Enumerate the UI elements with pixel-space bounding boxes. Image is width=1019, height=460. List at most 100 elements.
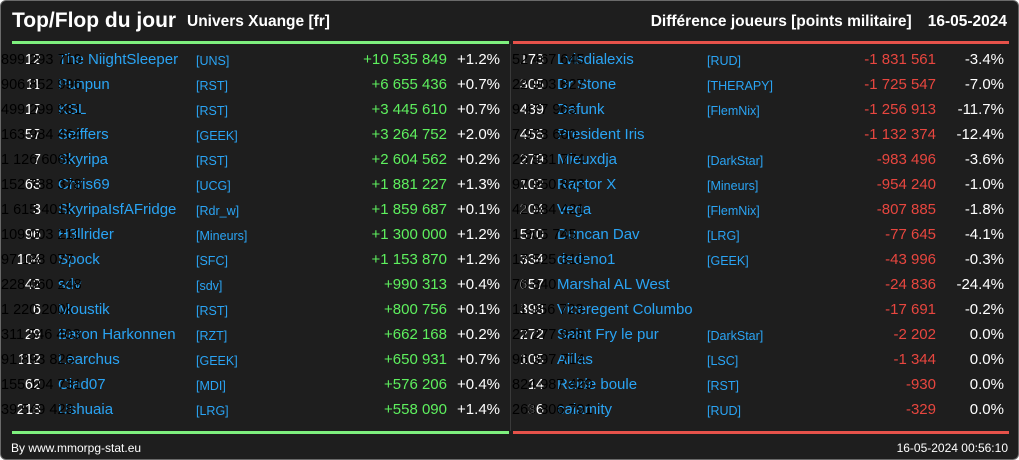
player-row: 7 Skyripa [RST] 1 126 606k +2 604 562 +0.2% [1, 149, 510, 174]
alliance-tag-link[interactable]: [RST] [196, 154, 228, 168]
percent-change: -1.8% [964, 201, 1004, 218]
player-name-link[interactable]: Seiffers [58, 126, 109, 143]
player-points: 91 893 826 [1, 352, 74, 368]
alliance-tag-link[interactable]: [LRG] [196, 404, 229, 418]
alliance-tag-link[interactable]: [LSC] [707, 354, 739, 368]
player-name-link[interactable]: Punpun [58, 76, 110, 93]
player-name-link[interactable]: Skyripa [58, 151, 109, 168]
player-rank: 7 [32, 152, 41, 168]
player-name-link[interactable]: Saint Fry le pur [557, 326, 659, 343]
alliance-tag-link[interactable]: [RUD] [707, 54, 742, 68]
points-difference: +1 881 227 [371, 176, 448, 193]
player-row: 57 Seiffers [GEEK] 163 984 464 +3 264 752 +2.… [1, 124, 510, 149]
player-name-link[interactable]: Learchus [58, 351, 120, 368]
percent-change: +0.7% [457, 76, 500, 93]
points-difference: -24 836 [885, 276, 936, 293]
alliance-tag-link[interactable]: [UNS] [196, 54, 230, 68]
player-name-link[interactable]: Spock [58, 251, 100, 268]
player-rank: 11 [25, 77, 41, 93]
player-name-link[interactable]: President Iris [557, 126, 645, 143]
bottom-divider-green [12, 431, 509, 434]
player-row: 102 Raptor X [Mineurs] 97 950 873 -954 240 -1… [512, 174, 1018, 199]
player-rank: 439 [519, 102, 544, 118]
player-name-link[interactable]: Dr Stone [557, 76, 617, 93]
alliance-tag-link[interactable]: [LRG] [707, 229, 740, 243]
player-points: 17 525 310 [512, 252, 585, 268]
player-rank: 57 [24, 127, 41, 143]
player-name-link[interactable]: Aillas [557, 351, 593, 368]
player-points: 1 615 401k [1, 202, 73, 218]
player-name-link[interactable]: Raide boule [557, 376, 638, 393]
player-points: 7 978 660 [512, 127, 577, 143]
player-name-link[interactable]: The NiightSleeper [58, 51, 179, 68]
points-difference: +1 859 687 [371, 201, 448, 218]
alliance-tag-link[interactable]: [MDI] [196, 379, 226, 393]
alliance-tag-link[interactable]: [Mineurs] [707, 179, 759, 193]
player-name-link[interactable]: calamity [557, 401, 613, 418]
points-difference: +650 931 [384, 351, 447, 368]
player-row: 204 Vega [FlemNix] 42 984 421 -807 885 -1.8% [512, 199, 1018, 224]
points-difference: -1 256 913 [864, 101, 936, 118]
player-row: 570 Duncan Dav [LRG] 1 805 745 -77 645 -4.1% [512, 224, 1018, 249]
alliance-tag-link[interactable]: [GEEK] [196, 129, 238, 143]
percent-change: -3.6% [964, 151, 1004, 168]
player-name-link[interactable]: H3llrider [58, 226, 114, 243]
alliance-tag-link[interactable]: [RST] [196, 104, 228, 118]
player-points: 824 987 429 [512, 377, 593, 393]
alliance-tag-link[interactable]: [SFC] [196, 254, 228, 268]
alliance-tag-link[interactable]: [DarkStar] [707, 154, 764, 168]
player-name-link[interactable]: SkyripaIsfAFridge [58, 201, 177, 218]
alliance-tag-link[interactable]: [Mineurs] [196, 229, 248, 243]
alliance-tag-link[interactable]: [RZT] [196, 329, 228, 343]
alliance-tag-link[interactable]: [RUD] [707, 404, 742, 418]
alliance-tag-link[interactable]: [RST] [707, 379, 739, 393]
player-name-link[interactable]: Clad07 [58, 376, 106, 393]
player-row: 398 Viceregent Columbo 11 956 723 -17 691 -0… [512, 299, 1018, 324]
player-name-link[interactable]: KSL [58, 101, 87, 118]
player-points: 97 950 873 [512, 177, 585, 193]
player-points: 1 805 745 [512, 227, 577, 243]
alliance-tag-link[interactable]: [UCG] [196, 179, 231, 193]
top-losers-list: 173 Lvisdialexis [RUD] 52 467 645 -1 831 561… [512, 49, 1018, 424]
percent-change: -24.4% [956, 276, 1004, 293]
player-name-link[interactable]: Raptor X [557, 176, 617, 193]
header-date: 16-05-2024 [927, 13, 1007, 30]
player-row: 105 Aillas [LSC] 96 397 714 -1 344 0.0% [512, 349, 1018, 374]
alliance-tag-link[interactable]: [FlemNix] [707, 204, 760, 218]
universe-subtitle: Univers Xuange [fr] [187, 13, 330, 30]
percent-change: -12.4% [956, 126, 1004, 143]
alliance-tag-link[interactable]: [GEEK] [707, 254, 749, 268]
percent-change: 0.0% [969, 326, 1004, 343]
player-name-link[interactable]: Moustik [58, 301, 110, 318]
player-rank: 62 [24, 377, 41, 393]
player-name-link[interactable]: Viceregent Columbo [557, 301, 693, 318]
player-rank: 17 [24, 102, 41, 118]
player-rank: 104 [16, 252, 41, 268]
player-row: 14 Raide boule [RST] 824 987 429 -930 0.0% [512, 374, 1018, 399]
alliance-tag-link[interactable]: [FlemNix] [707, 104, 760, 118]
player-name-link[interactable]: Chris69 [58, 176, 110, 193]
player-name-link[interactable]: Mieuxdja [557, 151, 618, 168]
alliance-tag-link[interactable]: [GEEK] [196, 354, 238, 368]
alliance-tag-link[interactable]: [DarkStar] [707, 329, 764, 343]
player-points: 899 293 719 [1, 52, 82, 68]
player-name-link[interactable]: Baron Harkonnen [58, 326, 176, 343]
alliance-tag-link[interactable]: [Rdr_w] [196, 204, 240, 218]
player-name-link[interactable]: dedeno1 [557, 251, 616, 268]
alliance-tag-link[interactable]: [THERAPY] [707, 79, 773, 93]
alliance-tag-link[interactable]: [RST] [196, 304, 228, 318]
player-row: 6 Moustik [RST] 1 220 200k +800 756 +0.1% [1, 299, 510, 324]
player-name-link[interactable]: Lvisdialexis [557, 51, 634, 68]
player-name-link[interactable]: Duncan Dav [557, 226, 640, 243]
player-rank: 112 [17, 352, 41, 368]
percent-change: +0.7% [457, 101, 500, 118]
player-name-link[interactable]: Dafunk [557, 101, 605, 118]
player-name-link[interactable]: sdv [58, 276, 82, 293]
player-name-link[interactable]: Vega [557, 201, 592, 218]
player-row: 657 Marshal AL West 76 840 -24 836 -24.4% [512, 274, 1018, 299]
player-name-link[interactable]: Marshal AL West [557, 276, 670, 293]
points-difference: +990 313 [384, 276, 447, 293]
player-name-link[interactable]: Ushuaia [58, 401, 114, 418]
alliance-tag-link[interactable]: [sdv] [196, 279, 223, 293]
alliance-tag-link[interactable]: [RST] [196, 79, 228, 93]
